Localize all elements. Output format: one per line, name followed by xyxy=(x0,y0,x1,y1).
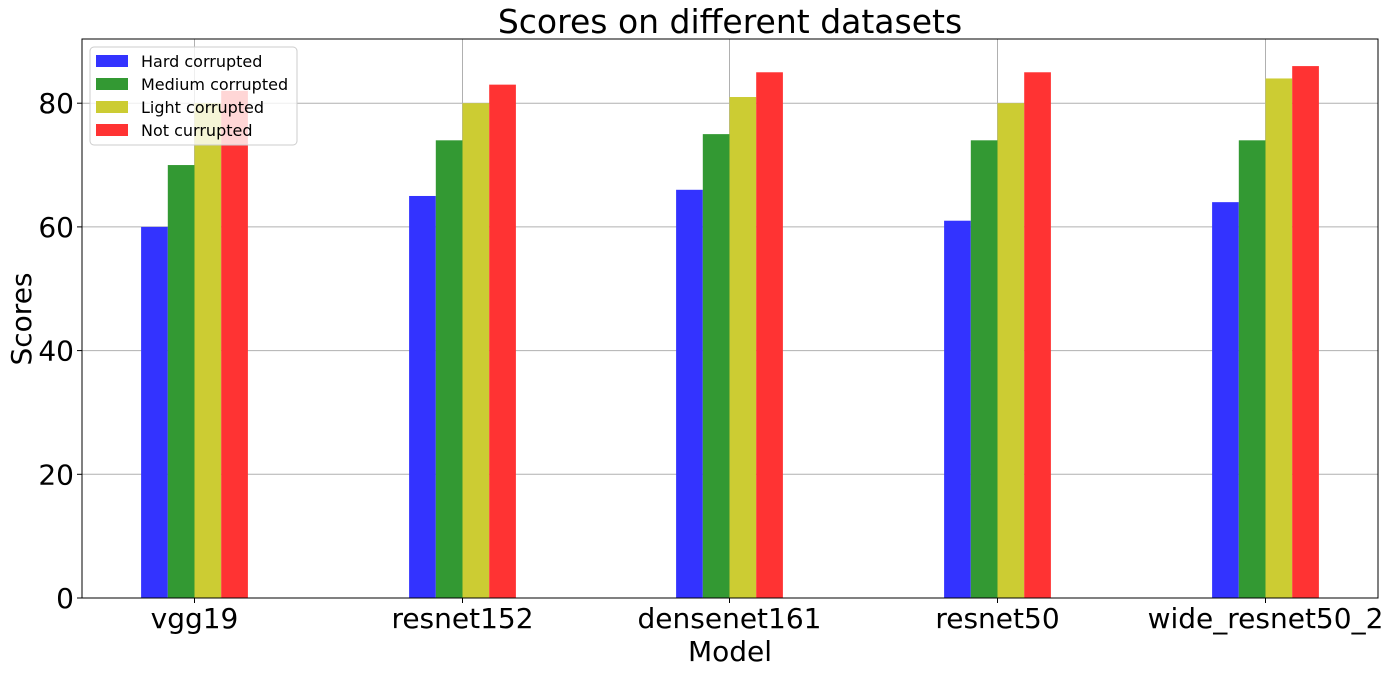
bar xyxy=(194,103,222,598)
legend-label: Light corrupted xyxy=(141,98,264,117)
legend-label: Medium corrupted xyxy=(141,75,288,94)
bar xyxy=(676,189,703,599)
y-axis-ticks: 0 20 40 60 80 xyxy=(38,87,82,615)
x-tick-label: vgg19 xyxy=(151,602,239,635)
bar xyxy=(970,140,998,598)
bar xyxy=(409,195,436,598)
legend-box xyxy=(89,46,298,146)
bar xyxy=(489,84,516,598)
x-axis-title: Model xyxy=(688,635,772,668)
x-tick-label: resnet50 xyxy=(935,602,1059,635)
legend-swatch xyxy=(96,78,128,90)
legend-swatch xyxy=(96,124,128,136)
y-tick-label: 60 xyxy=(38,211,74,244)
bar xyxy=(1024,72,1051,598)
y-tick-label: 80 xyxy=(38,87,74,120)
bar xyxy=(141,226,168,598)
bar xyxy=(1212,202,1239,598)
x-tick-label: wide_resnet50_2 xyxy=(1148,602,1384,635)
y-tick-label: 20 xyxy=(38,458,74,491)
x-axis-ticks: vgg19 resnet152 densenet161 resnet50 wide_re… xyxy=(151,598,1384,635)
bar xyxy=(167,165,195,599)
y-tick-label: 0 xyxy=(56,582,74,615)
bar xyxy=(997,103,1025,598)
legend-label: Not currupted xyxy=(141,121,253,140)
chart-title: Scores on different datasets xyxy=(498,2,962,41)
x-tick-label: densenet161 xyxy=(638,602,822,635)
bar xyxy=(1265,78,1293,598)
y-axis-title: Scores xyxy=(5,272,38,365)
bar xyxy=(435,140,463,598)
x-tick-label: resnet152 xyxy=(391,602,533,635)
legend-swatch xyxy=(96,101,128,113)
bar xyxy=(756,72,783,598)
y-tick-label: 40 xyxy=(38,335,74,368)
bars xyxy=(141,66,1319,599)
bar xyxy=(1292,66,1319,599)
legend-label: Hard corrupted xyxy=(141,52,262,71)
bar xyxy=(462,103,490,598)
bar xyxy=(221,90,248,598)
bar xyxy=(944,220,971,598)
legend: Hard corrupted Medium corrupted Light corr… xyxy=(89,46,298,146)
bar xyxy=(702,134,730,598)
legend-swatch xyxy=(96,55,128,67)
bar xyxy=(1238,140,1266,598)
bar xyxy=(729,97,757,598)
